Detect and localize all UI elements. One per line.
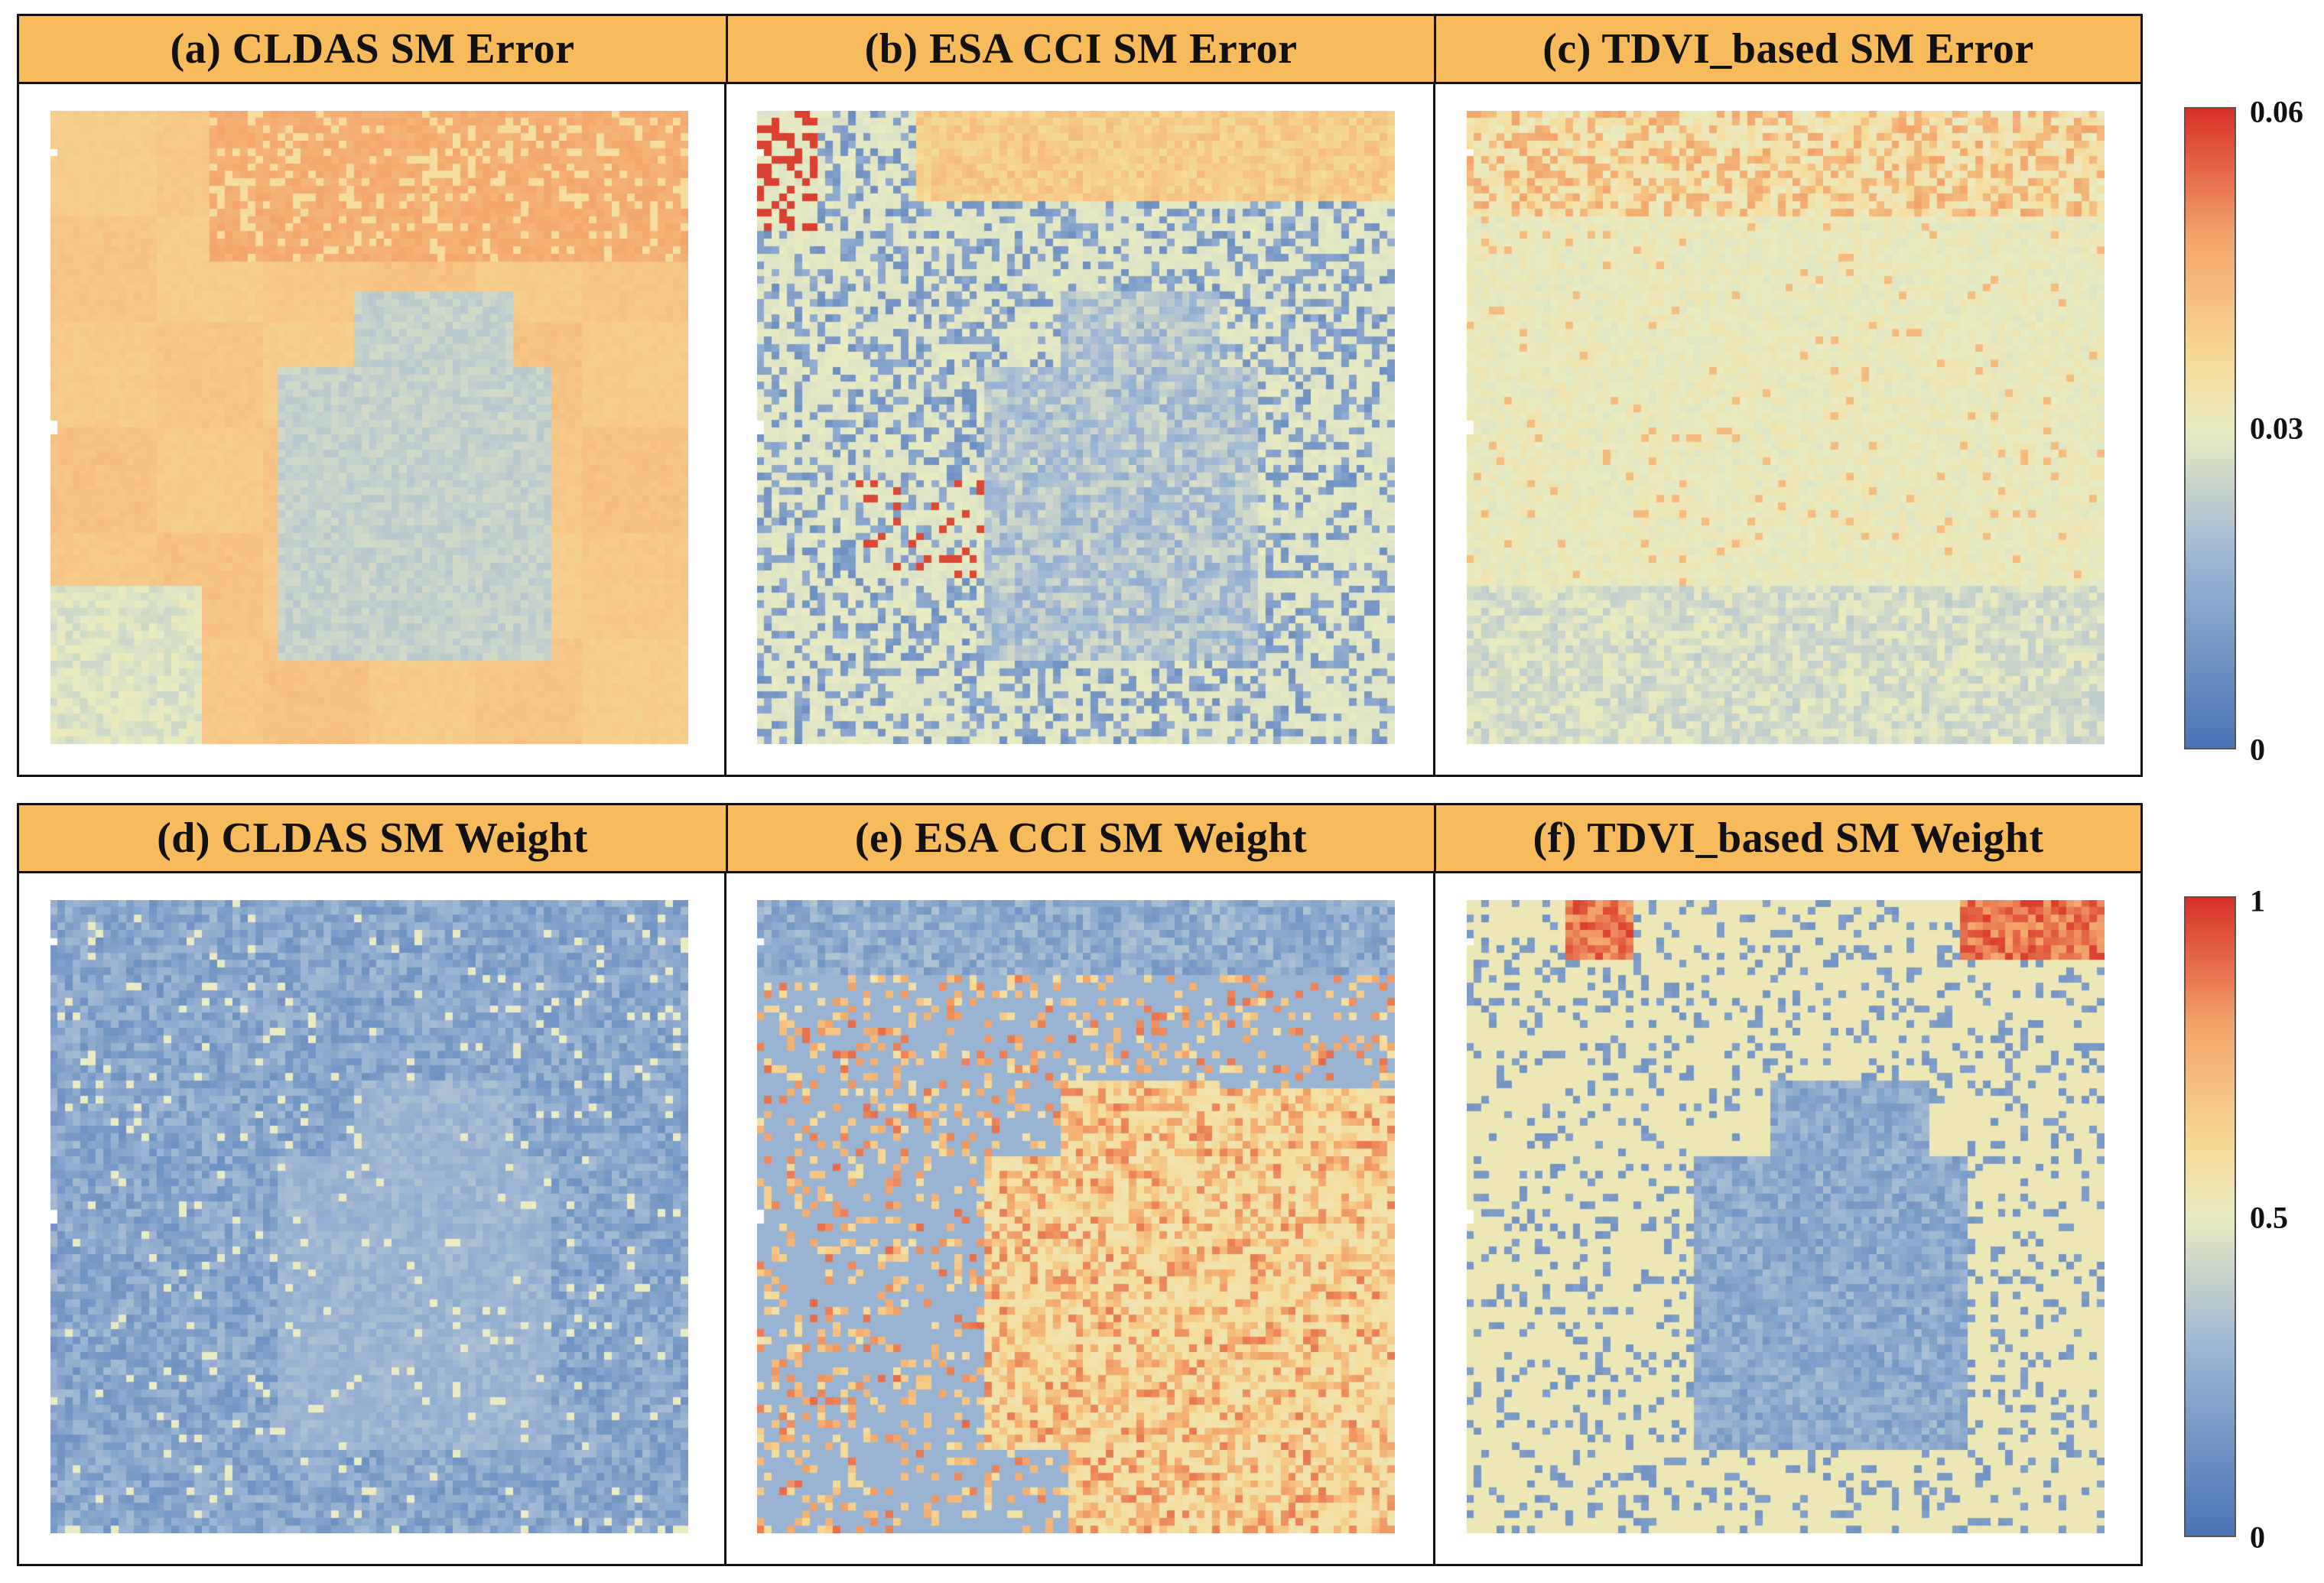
- panel-title-d: (d) CLDAS SM Weight: [19, 805, 726, 871]
- error-colorbar-max: 0.06: [2250, 94, 2303, 129]
- panel-title-b: (b) ESA CCI SM Error: [726, 16, 1434, 82]
- panel-title-c: (c) TDVI_based SM Error: [1434, 16, 2140, 82]
- panel-title-a: (a) CLDAS SM Error: [19, 16, 726, 82]
- map-tdvi-error: [1467, 111, 2105, 744]
- map-cldas-weight: [50, 900, 688, 1533]
- panel-divider: [1433, 82, 1435, 775]
- map-esa-cci-error: [757, 111, 1395, 744]
- map-cldas-error: [50, 111, 688, 744]
- panel-divider: [1433, 871, 1435, 1564]
- error-headers: (a) CLDAS SM Error (b) ESA CCI SM Error …: [19, 16, 2140, 84]
- weight-colorbar-min: 0: [2250, 1520, 2265, 1555]
- weight-colorbar: [2184, 896, 2236, 1537]
- weight-colorbar-max: 1: [2250, 883, 2265, 918]
- panel-divider: [724, 871, 726, 1564]
- panel-title-f: (f) TDVI_based SM Weight: [1434, 805, 2140, 871]
- weight-colorbar-mid: 0.5: [2250, 1200, 2288, 1235]
- panel-divider: [724, 82, 726, 775]
- error-colorbar-min: 0: [2250, 732, 2265, 767]
- weight-headers: (d) CLDAS SM Weight (e) ESA CCI SM Weigh…: [19, 805, 2140, 873]
- map-tdvi-weight: [1467, 900, 2105, 1533]
- error-colorbar: [2184, 107, 2236, 749]
- map-esa-cci-weight: [757, 900, 1395, 1533]
- error-colorbar-mid: 0.03: [2250, 411, 2303, 446]
- panel-title-e: (e) ESA CCI SM Weight: [726, 805, 1434, 871]
